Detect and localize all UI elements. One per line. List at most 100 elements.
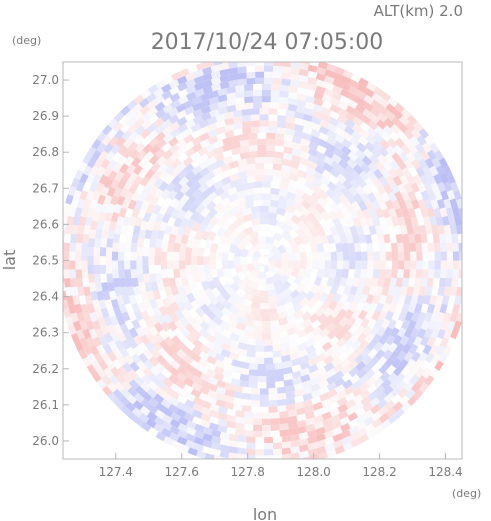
radar-cell [141,374,152,386]
radar-cell [305,423,316,433]
radar-cell [252,254,259,261]
radar-cell [221,300,233,311]
radar-cell [414,303,423,314]
radar-cell [315,151,327,161]
radar-cell [207,122,218,132]
radar-cell [161,391,173,402]
radar-cell [274,260,283,269]
radar-cell [384,400,396,411]
radar-cell [146,290,155,301]
radar-cell [397,216,406,227]
radar-cell [277,114,287,122]
radar-cell [184,392,196,402]
radar-cell [338,316,349,328]
radar-cell [375,207,385,219]
radar-cell [96,344,106,355]
radar-cell [175,131,187,142]
radar-cell [87,238,95,248]
radar-cell [426,277,434,288]
radar-cell [70,332,80,344]
radar-cell [304,338,316,348]
radar-cell [397,242,404,252]
radar-cell [216,379,227,389]
radar-cell [279,96,289,104]
radar-cell [272,338,282,346]
radar-cell [344,345,356,357]
radar-cell [193,82,205,91]
radar-cell [163,336,175,347]
radar-cell [151,340,163,352]
radar-cell [288,228,299,239]
radar-cell [215,119,226,129]
radar-cell [237,158,248,167]
radar-cell [170,412,181,422]
radar-cell [207,280,217,291]
radar-cell [291,154,302,164]
radar-cell [380,91,392,102]
radar-cell [288,428,298,436]
radar-cell [411,311,420,322]
radar-cell [430,311,440,323]
radar-cell [116,315,126,326]
radar-cell [361,354,373,366]
radar-cell [246,71,256,79]
radar-cell [326,375,337,385]
radar-cell [320,210,331,221]
radar-cell [270,418,280,425]
radar-cell [383,277,391,288]
radar-cell [379,251,386,261]
radar-cell [296,426,307,434]
radar-cell [385,251,393,261]
radar-cell [362,302,372,313]
radar-cell [155,379,166,390]
radar-cell [210,76,221,86]
radar-cell [316,366,327,377]
radar-cell [342,251,350,261]
radar-cell [372,242,380,252]
radar-cell [214,359,225,369]
radar-cell [296,413,307,422]
radar-cell [333,187,344,198]
radar-cell [148,264,156,274]
radar-cell [176,116,188,127]
radar-cell [171,440,182,450]
radar-cell [192,322,203,333]
radar-cell [274,139,285,147]
radar-cell [241,234,252,244]
radar-cell [297,348,308,358]
radar-cell [214,209,225,220]
radar-cell [330,307,341,319]
radar-cell [285,116,296,124]
radar-cell [440,251,447,261]
radar-cell [235,416,245,424]
radar-cell [283,216,294,227]
radar-cell [291,376,302,386]
radar-cell [369,397,381,408]
radar-cell [319,182,330,193]
radar-cell [302,283,313,295]
radar-cell [224,401,234,410]
radar-cell [337,166,348,177]
radar-cell [285,109,296,118]
radar-cell [283,146,293,155]
radar-cell [349,285,358,296]
radar-cell [378,310,388,321]
radar-cell [307,442,318,451]
radar-cell [134,199,144,211]
radar-cell [228,352,239,361]
radar-cell [160,112,172,123]
radar-cell [176,301,187,312]
radar-cell [394,102,405,113]
radar-cell [101,282,109,292]
radar-cell [329,167,341,178]
radar-cell [457,233,462,243]
radar-cell [162,407,174,418]
radar-cell [351,170,362,182]
radar-cell [251,218,261,226]
radar-cell [131,277,139,288]
radar-cell [241,127,252,135]
radar-cell [407,207,417,218]
radar-cell [341,323,352,334]
radar-cell [384,310,395,322]
radar-cell [282,223,293,234]
